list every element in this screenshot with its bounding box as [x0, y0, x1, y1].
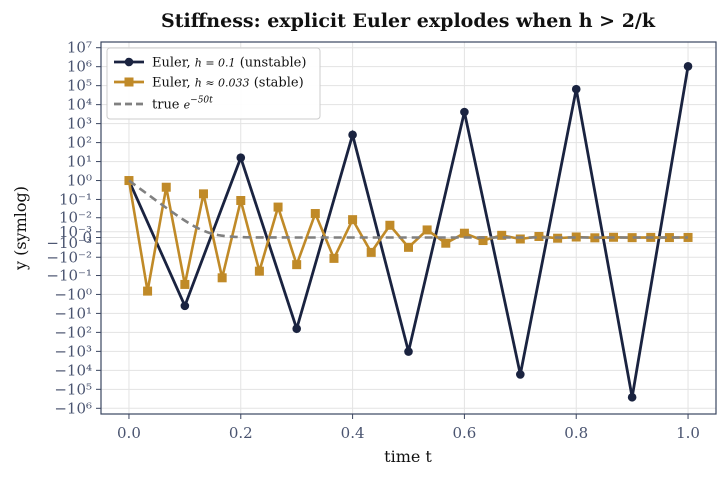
legend-item: Euler, h ≈ 0.033 (stable) [114, 76, 304, 91]
data-point [180, 301, 190, 311]
data-point [534, 231, 544, 241]
series-layer [124, 61, 693, 402]
legend-marker [124, 77, 134, 87]
data-point [683, 61, 693, 71]
x-tick-label: 0.0 [117, 424, 141, 442]
data-point [571, 84, 581, 94]
x-tick-label: 0.2 [229, 424, 253, 442]
series-1 [124, 176, 693, 296]
x-axis: 0.0 0.2 0.4 0.6 0.8 1.0 [117, 414, 700, 442]
data-point [627, 233, 637, 243]
y-axis: 10⁷10⁶10⁵10⁴10³10²10¹10⁰10⁻¹10⁻²10⁻³0−10… [46, 39, 101, 417]
y-tick-label: 10⁻¹ [59, 190, 92, 208]
y-tick-label: 10⁵ [67, 77, 92, 95]
y-tick-label: 0 [82, 228, 92, 246]
y-tick-label: 10⁶ [67, 58, 92, 76]
legend-box [106, 47, 321, 120]
series-2 [128, 179, 689, 239]
x-axis-label: time t [384, 447, 432, 466]
data-point [422, 225, 432, 235]
x-tick-label: 1.0 [676, 424, 700, 442]
y-tick-label: −10⁶ [54, 399, 92, 417]
data-point [348, 130, 357, 140]
data-point [441, 238, 451, 248]
legend-label: Euler, h ≈ 0.033 (stable) [152, 76, 304, 91]
y-tick-label: 10¹ [67, 153, 92, 171]
data-point [217, 273, 227, 283]
legend-label: true e−50t [152, 96, 213, 113]
true-solution-line [128, 179, 689, 239]
plot-frame [100, 41, 717, 415]
legend-item: true e−50t [114, 96, 213, 113]
data-point [198, 189, 208, 199]
data-point [627, 392, 637, 402]
data-point [180, 279, 190, 289]
data-point [366, 247, 376, 257]
data-point [459, 228, 469, 238]
x-tick-label: 0.6 [452, 424, 476, 442]
chart-title: Stiffness: explicit Euler explodes when … [161, 10, 656, 32]
y-tick-label: −10¹ [54, 304, 92, 322]
data-point [497, 230, 507, 240]
legend-marker [124, 57, 134, 67]
data-point [404, 347, 413, 356]
y-tick-label: −10⁵ [54, 380, 92, 398]
y-axis-label: y (symlog) [11, 186, 30, 271]
data-point [236, 196, 246, 206]
y-tick-label: −10² [54, 323, 92, 341]
legend-label: Euler, h = 0.1 (unstable) [152, 56, 306, 71]
data-point [310, 209, 320, 219]
y-tick-label: 10⁻² [59, 209, 92, 227]
y-tick-label: −10⁻² [46, 248, 92, 266]
y-tick-label: −10⁴ [54, 361, 92, 379]
data-point [161, 182, 171, 192]
data-point [404, 242, 413, 252]
y-tick-label: 10⁻³ [59, 223, 92, 241]
data-point [515, 234, 525, 244]
x-tick-label: 0.4 [341, 424, 365, 442]
y-tick-label: −10³ [54, 342, 92, 360]
y-tick-label: 10⁴ [67, 96, 92, 114]
data-point [460, 107, 469, 117]
data-point [143, 286, 153, 296]
data-point [571, 232, 581, 242]
data-point [385, 220, 395, 230]
data-point [348, 215, 358, 225]
y-tick-label: −10⁻¹ [46, 267, 92, 285]
data-point [478, 236, 488, 246]
data-point [292, 260, 302, 270]
data-point [664, 233, 674, 243]
data-point [273, 202, 283, 212]
data-point [254, 266, 264, 276]
data-point [516, 370, 525, 379]
legend: Euler, h = 0.1 (unstable) Euler, h ≈ 0.03… [106, 47, 321, 120]
data-point [292, 324, 301, 334]
legend-item: Euler, h = 0.1 (unstable) [114, 56, 306, 71]
y-tick-label: 10³ [67, 115, 92, 133]
data-point [236, 153, 246, 162]
y-tick-label: 10⁰ [67, 172, 92, 190]
y-tick-label: 10⁷ [67, 39, 92, 57]
y-tick-label: 10² [67, 134, 92, 152]
data-point [329, 253, 339, 263]
x-tick-label: 0.8 [564, 424, 588, 442]
y-tick-label: −10⁻³ [46, 234, 92, 252]
y-tick-label: −10⁰ [54, 285, 92, 303]
